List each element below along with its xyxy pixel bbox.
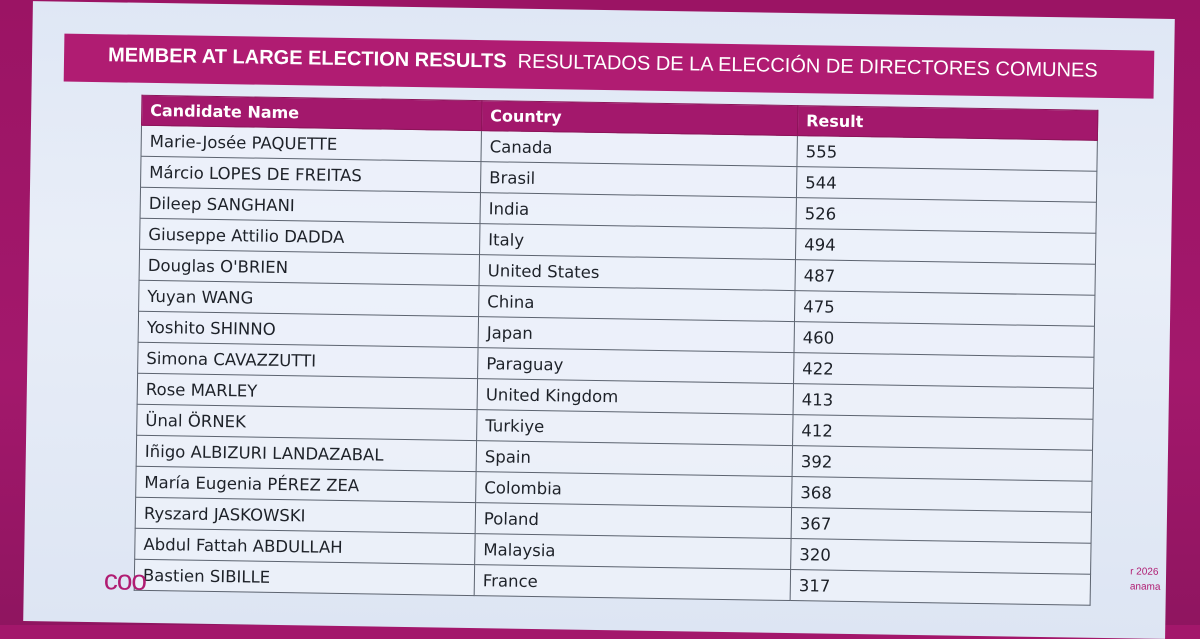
country-cell: Brasil — [480, 161, 797, 198]
result-cell: 422 — [793, 352, 1094, 389]
country-cell: United States — [479, 254, 796, 291]
result-cell: 544 — [796, 166, 1097, 203]
result-cell: 487 — [794, 259, 1096, 296]
candidate-name-cell: Bastien SIBILLE — [134, 559, 475, 596]
results-table-wrap: Candidate Name Country Result Marie-José… — [134, 95, 1098, 606]
country-cell: Poland — [475, 502, 792, 539]
result-cell: 526 — [795, 197, 1097, 234]
result-cell: 320 — [790, 538, 1092, 575]
results-table: Candidate Name Country Result Marie-José… — [134, 95, 1099, 606]
country-cell: France — [474, 564, 791, 601]
result-cell: 555 — [796, 135, 1098, 172]
result-cell: 413 — [793, 383, 1094, 420]
slide: MEMBER AT LARGE ELECTION RESULTS RESULTA… — [23, 1, 1175, 639]
country-cell: Paraguay — [477, 347, 795, 384]
result-cell: 392 — [792, 445, 1093, 482]
country-cell: Italy — [479, 223, 796, 260]
country-cell: Turkiye — [476, 409, 794, 446]
footer-event-text: r 2026 anama — [1130, 564, 1190, 595]
country-cell: United Kingdom — [477, 378, 794, 415]
country-cell: Canada — [480, 130, 798, 167]
header-country: Country — [481, 100, 798, 136]
result-cell: 475 — [794, 290, 1095, 327]
title-spanish: RESULTADOS DE LA ELECCIÓN DE DIRECTORES … — [517, 50, 1098, 82]
result-cell: 412 — [792, 414, 1094, 451]
country-cell: Japan — [478, 316, 795, 353]
country-cell: Malaysia — [474, 533, 792, 570]
country-cell: Spain — [476, 440, 793, 477]
coop-logo: coo — [103, 564, 147, 596]
result-cell: 368 — [791, 476, 1093, 513]
country-cell: China — [478, 285, 795, 322]
result-cell: 317 — [790, 569, 1091, 606]
footer-line-2: anama — [1129, 581, 1161, 593]
header-result: Result — [797, 105, 1098, 141]
title-english: MEMBER AT LARGE ELECTION RESULTS — [107, 44, 507, 73]
result-cell: 367 — [791, 507, 1092, 544]
footer-line-1: r 2026 — [1130, 566, 1159, 578]
country-cell: India — [479, 192, 797, 229]
title-banner: MEMBER AT LARGE ELECTION RESULTS RESULTA… — [63, 33, 1155, 99]
country-cell: Colombia — [475, 471, 793, 508]
result-cell: 494 — [795, 228, 1096, 265]
result-cell: 460 — [794, 321, 1095, 358]
